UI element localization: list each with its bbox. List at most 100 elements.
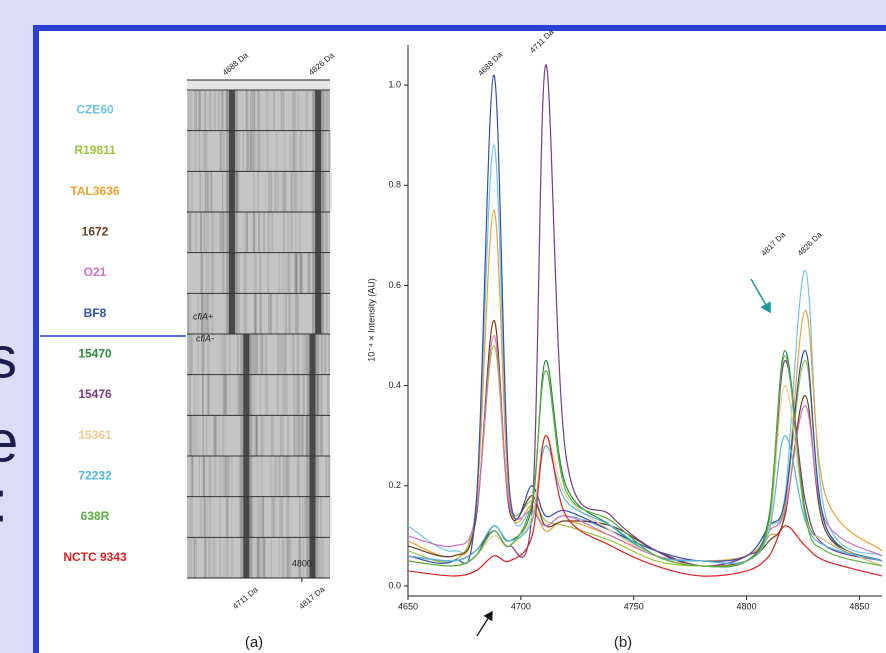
gel-texture <box>294 252 298 294</box>
gel-texture <box>282 456 285 497</box>
gel-texture <box>189 496 193 538</box>
gel-texture <box>219 212 222 253</box>
gel-texture <box>302 334 305 375</box>
gel-texture <box>260 334 264 375</box>
gel-texture <box>281 171 284 212</box>
gel-texture <box>305 90 308 131</box>
gel-texture <box>207 171 209 212</box>
gel-texture <box>213 415 217 456</box>
gel-texture <box>252 90 255 131</box>
gel-texture <box>256 130 258 172</box>
gel-texture <box>250 130 254 172</box>
gel-texture <box>239 496 241 538</box>
gel-texture <box>296 456 299 497</box>
gel-texture <box>276 293 278 334</box>
gel-texture <box>281 415 284 456</box>
gel-texture <box>257 496 259 538</box>
gel-texture <box>283 293 287 334</box>
gel-texture <box>263 537 266 578</box>
gel-texture <box>325 456 327 497</box>
strain-label: R19811 <box>74 143 116 157</box>
gel-texture <box>200 252 203 294</box>
gel-texture <box>288 537 292 578</box>
gel-band <box>243 334 250 375</box>
gel-texture <box>286 456 288 497</box>
gel-texture <box>272 496 275 538</box>
gel-texture <box>322 171 325 212</box>
gel-texture <box>262 496 265 538</box>
gel-texture <box>276 130 278 172</box>
gel-texture <box>259 374 261 416</box>
gel-texture <box>203 496 206 538</box>
gel-texture <box>187 171 189 212</box>
gel-texture <box>201 374 203 416</box>
gel-texture <box>222 456 225 497</box>
gel-texture <box>227 496 229 538</box>
gel-texture <box>261 496 264 538</box>
gel-texture <box>209 171 213 212</box>
gel-texture <box>281 90 285 131</box>
gel-texture <box>189 415 192 456</box>
gel-band <box>315 293 322 334</box>
gel-texture <box>239 374 243 416</box>
gel-texture <box>307 252 311 294</box>
gel-texture <box>220 334 223 375</box>
gel-texture <box>214 415 217 456</box>
gel-texture <box>221 171 223 212</box>
gel-band-halo <box>225 212 238 253</box>
gel-texture <box>256 334 259 375</box>
gel-texture <box>282 252 285 294</box>
gel-texture <box>225 496 228 538</box>
gel-texture <box>251 537 254 578</box>
gel-texture <box>305 415 309 456</box>
gel-texture <box>222 212 224 253</box>
gel-texture <box>289 130 292 172</box>
gel-texture <box>271 496 274 538</box>
gel-texture <box>286 456 289 497</box>
gel-texture <box>279 415 282 456</box>
gel-texture <box>224 374 227 416</box>
gel-band-halo <box>240 334 253 375</box>
gel-texture <box>202 374 204 416</box>
gel-texture <box>209 90 212 131</box>
gel-band <box>243 415 250 456</box>
gel-texture <box>204 171 207 212</box>
gel-texture <box>205 252 208 294</box>
gel-band <box>228 171 235 212</box>
gel-texture <box>285 252 288 294</box>
gel-texture <box>249 130 252 172</box>
strain-label: 15361 <box>78 428 112 442</box>
gel-texture <box>221 374 225 416</box>
gel-texture <box>203 496 206 538</box>
gel-texture <box>262 537 265 578</box>
slide-text: : <box>0 469 8 534</box>
gel-texture <box>200 252 203 294</box>
gel-texture <box>188 374 191 416</box>
gel-texture <box>208 252 210 294</box>
panel-label: (a) <box>245 634 263 651</box>
gel-texture <box>221 252 224 294</box>
gel-texture <box>214 456 217 497</box>
gel-texture <box>190 90 193 131</box>
gel-texture <box>224 374 228 416</box>
gel-texture <box>223 334 226 375</box>
gel-texture <box>225 90 229 131</box>
gel-texture <box>296 456 300 497</box>
gel-band-halo <box>306 496 319 538</box>
gel-band-halo <box>312 90 325 131</box>
gel-texture <box>298 496 301 538</box>
gel-texture <box>219 537 221 578</box>
gel-texture <box>242 130 244 172</box>
gel-texture <box>282 171 286 212</box>
arrow <box>476 610 493 637</box>
gel-texture <box>236 171 240 212</box>
gel-texture <box>297 374 300 416</box>
gel-texture <box>286 537 290 578</box>
gel-texture <box>218 415 220 456</box>
gel-texture <box>194 415 198 456</box>
gel-texture <box>325 212 328 253</box>
gel-texture <box>222 415 225 456</box>
gel-texture <box>188 90 190 131</box>
gel-texture <box>300 252 303 294</box>
